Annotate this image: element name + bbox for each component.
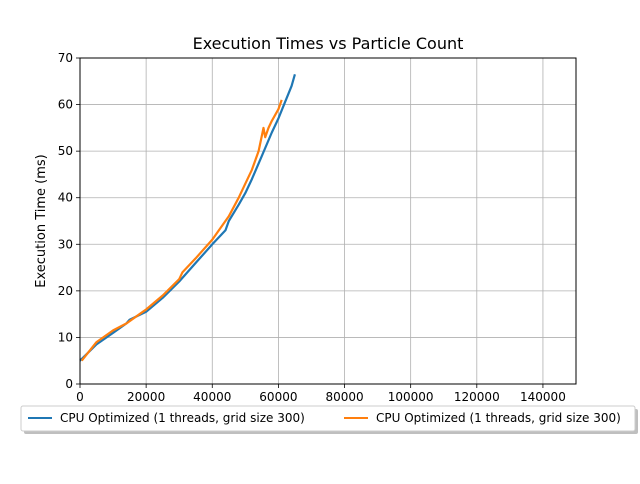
plot-area-frame [79,57,577,385]
chart-title: Execution Times vs Particle Count [193,34,464,53]
y-axis: 0 10 20 30 40 50 60 70 [58,51,80,391]
grid-lines [79,57,576,385]
y-tick-label: 0 [65,377,73,391]
series-line-1 [79,73,296,362]
y-tick-label: 60 [58,98,73,112]
series-line-2 [80,99,283,362]
y-tick-label: 10 [58,330,73,344]
x-tick-label: 120000 [454,390,500,404]
x-tick-label: 80000 [325,390,363,404]
x-tick-label: 100000 [388,390,434,404]
x-axis: 0 20000 40000 60000 80000 100000 120000 140000 [76,384,566,404]
x-tick-label: 60000 [259,390,297,404]
series-lines [79,73,296,362]
legend-box [20,405,636,432]
y-tick-label: 50 [58,144,73,158]
legend-label-series-2: CPU Optimized (1 threads, grid size 300) [376,411,621,425]
x-tick-label: 40000 [193,390,231,404]
y-tick-label: 70 [58,51,73,65]
y-tick-label: 40 [58,191,73,205]
legend: CPU Optimized (1 threads, grid size 300)… [20,405,638,434]
legend-label-series-1: CPU Optimized (1 threads, grid size 300) [60,411,305,425]
y-tick-label: 20 [58,284,73,298]
x-tick-label: 20000 [127,390,165,404]
y-tick-label: 30 [58,237,73,251]
x-tick-label: 140000 [520,390,566,404]
x-tick-label: 0 [76,390,84,404]
y-axis-label: Execution Time (ms) [34,154,49,287]
